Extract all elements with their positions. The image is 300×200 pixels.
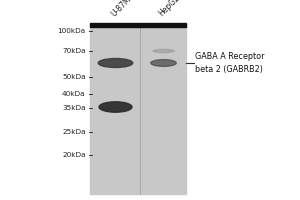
Ellipse shape xyxy=(98,58,133,68)
Text: 20kDa: 20kDa xyxy=(62,152,85,158)
Ellipse shape xyxy=(151,60,176,66)
Text: 35kDa: 35kDa xyxy=(62,105,85,111)
Text: 25kDa: 25kDa xyxy=(62,129,85,135)
Text: 70kDa: 70kDa xyxy=(62,48,85,54)
Text: GABA A Receptor
beta 2 (GABRB2): GABA A Receptor beta 2 (GABRB2) xyxy=(195,52,265,74)
Text: 50kDa: 50kDa xyxy=(62,74,85,80)
Bar xyxy=(90,24,186,194)
Bar xyxy=(90,23,186,27)
Ellipse shape xyxy=(153,49,174,53)
Text: 40kDa: 40kDa xyxy=(62,91,85,97)
Text: 100kDa: 100kDa xyxy=(57,28,86,34)
Text: HepG2: HepG2 xyxy=(157,0,182,18)
Text: U-87MG: U-87MG xyxy=(109,0,137,18)
Ellipse shape xyxy=(99,102,132,112)
